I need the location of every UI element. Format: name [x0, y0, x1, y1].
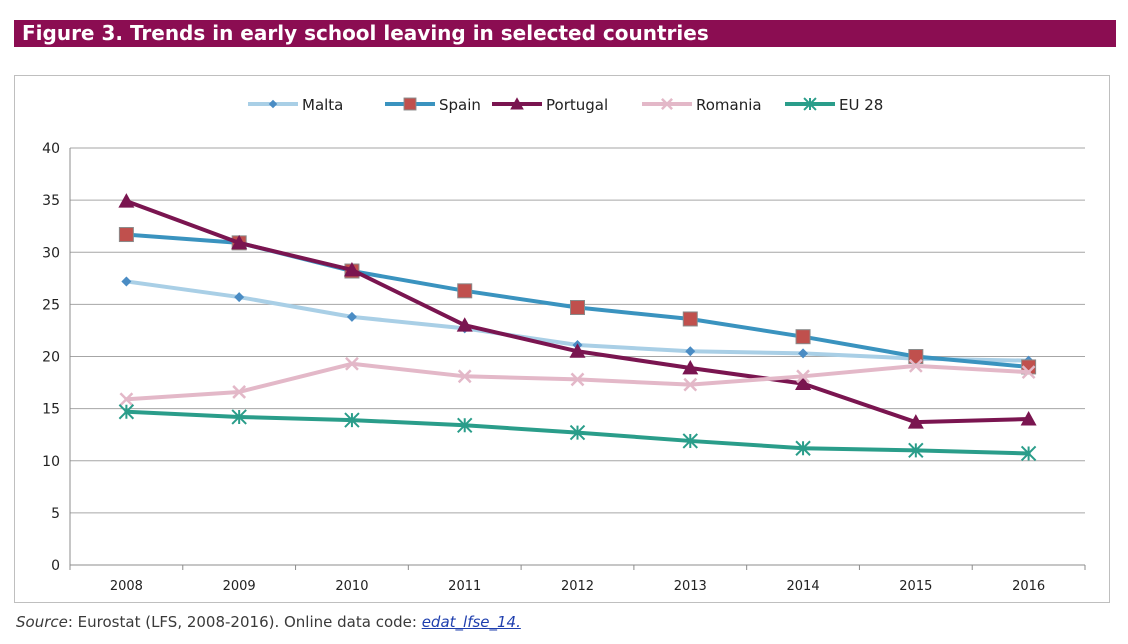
x-tick-label: 2014: [787, 579, 820, 594]
chart-frame: 0 5 10 15 20 25 30 35 40 2008 2009 2010 2011 2012 2013…: [14, 75, 1110, 603]
x-tick-label: 2016: [1012, 579, 1045, 594]
y-tick-label: 25: [42, 297, 60, 313]
data-point-portugal: [1020, 411, 1037, 426]
data-point-spain: [457, 283, 473, 299]
data-point-romania: [796, 369, 810, 384]
data-point-eu-28: [569, 424, 586, 441]
source-text: : Eurostat (LFS, 2008-2016). Online data…: [67, 613, 422, 631]
data-point-eu-28: [457, 417, 473, 434]
data-point-romania: [232, 385, 247, 399]
data-point-portugal: [343, 261, 360, 277]
data-point-eu-28: [231, 409, 247, 425]
data-point-eu-28: [118, 404, 135, 420]
legend-label-portugal: Portugal: [546, 96, 608, 114]
y-tick-label: 15: [42, 402, 60, 418]
data-point-romania: [1021, 365, 1036, 380]
legend-marker-eu-28: [803, 97, 817, 111]
y-tick-label: 40: [42, 141, 60, 157]
legend-label-spain: Spain: [439, 96, 481, 114]
data-point-portugal: [231, 234, 248, 250]
legend-label-romania: Romania: [696, 96, 762, 114]
legend-marker-malta: [268, 99, 278, 109]
data-point-portugal: [456, 317, 473, 332]
data-point-eu-28: [682, 433, 698, 449]
y-tick-label: 5: [51, 506, 60, 522]
x-tick-label: 2009: [223, 579, 256, 594]
data-point-spain: [795, 329, 811, 345]
y-tick-label: 10: [42, 454, 60, 470]
data-point-romania: [119, 392, 134, 407]
source-note: Source: Eurostat (LFS, 2008-2016). Onlin…: [16, 613, 521, 631]
data-point-malta: [798, 348, 809, 359]
data-point-eu-28: [908, 442, 924, 459]
data-point-romania: [570, 372, 585, 387]
data-point-romania: [908, 358, 923, 373]
data-point-romania: [345, 356, 359, 371]
data-point-portugal: [118, 193, 135, 208]
data-point-eu-28: [1020, 445, 1037, 462]
data-point-portugal: [682, 359, 699, 375]
data-point-romania: [683, 377, 698, 392]
y-tick-label: 35: [42, 193, 60, 209]
x-tick-label: 2011: [448, 579, 481, 594]
x-tick-label: 2010: [335, 579, 368, 594]
data-point-romania: [457, 369, 472, 384]
x-tick-label: 2013: [674, 579, 707, 594]
data-point-eu-28: [795, 440, 811, 456]
y-tick-label: 20: [42, 350, 60, 366]
legend-label-malta: Malta: [302, 96, 343, 114]
y-tick-label: 30: [42, 245, 60, 261]
legend-marker-spain: [403, 97, 417, 111]
line-chart: 0 5 10 15 20 25 30 35 40 2008 2009 2010 2011 2012 2013…: [42, 96, 1086, 594]
legend-label-eu-28: EU 28: [839, 96, 883, 114]
legend-marker-romania: [661, 98, 673, 110]
y-tick-label: 0: [51, 558, 60, 574]
data-point-portugal: [795, 375, 812, 391]
data-point-malta: [234, 292, 245, 303]
data-point-malta: [346, 311, 357, 322]
data-point-portugal: [569, 343, 586, 358]
x-tick-label: 2015: [899, 579, 932, 594]
data-point-eu-28: [344, 412, 360, 428]
data-point-malta: [121, 276, 132, 287]
data-point-portugal: [907, 414, 924, 429]
data-point-malta: [685, 346, 696, 357]
data-point-spain: [570, 300, 585, 316]
legend-marker-portugal: [510, 97, 524, 110]
data-point-spain: [908, 349, 924, 364]
data-point-spain: [682, 311, 698, 327]
data-code-link[interactable]: edat_lfse_14.: [421, 613, 521, 631]
x-tick-label: 2008: [110, 579, 143, 594]
data-point-spain: [118, 227, 134, 243]
figure-title: Figure 3. Trends in early school leaving…: [14, 20, 1116, 47]
series-line-romania: [124, 361, 1031, 402]
source-label: Source: [16, 613, 68, 631]
x-tick-label: 2012: [561, 579, 594, 594]
